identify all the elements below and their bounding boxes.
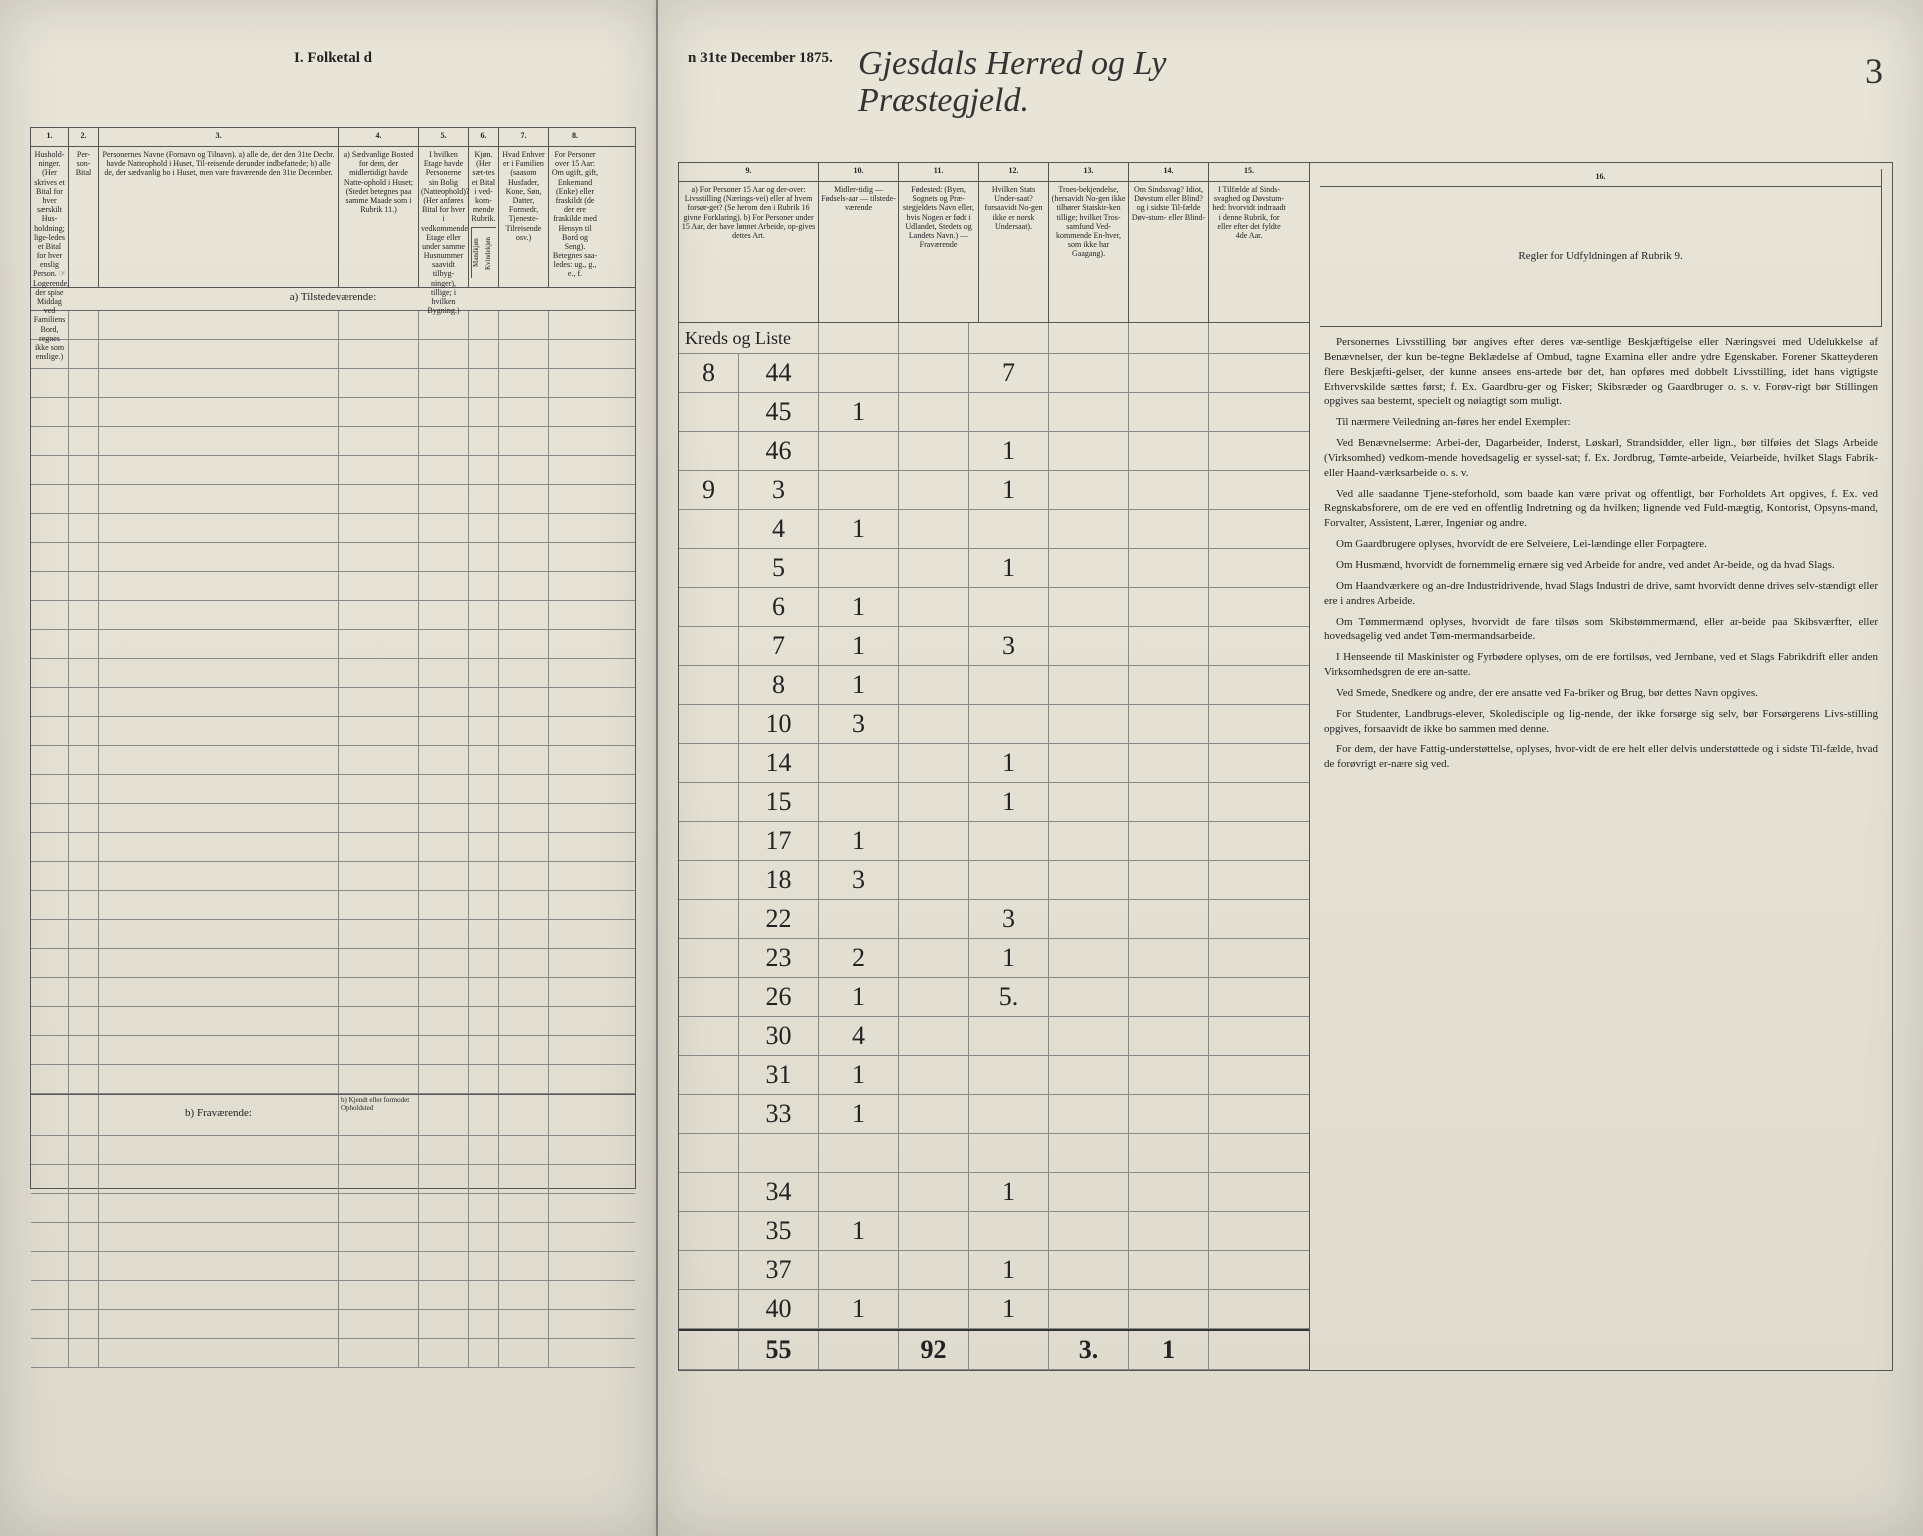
instruction-paragraph: Om Tømmermænd oplyses, hvorvidt de fare … (1324, 615, 1878, 645)
table-row (31, 920, 635, 949)
instruction-paragraph: Om Haandværkere og an-dre Industridriven… (1324, 579, 1878, 609)
table-row: 141 (679, 744, 1309, 783)
left-body: a) Tilstedeværende: b) Fraværende: b) Kj… (31, 288, 635, 1188)
table-row (31, 340, 635, 369)
table-row (31, 398, 635, 427)
table-row: 341 (679, 1173, 1309, 1212)
table-row (31, 862, 635, 891)
table-row (31, 311, 635, 340)
table-row (31, 833, 635, 862)
instruction-paragraph: Om Husmænd, hvorvidt de fornemmelig ernæ… (1324, 558, 1878, 573)
table-row: 304 (679, 1017, 1309, 1056)
table-row (31, 891, 635, 920)
table-row (31, 717, 635, 746)
table-row (31, 688, 635, 717)
table-row: 2615. (679, 978, 1309, 1017)
sum-row: 55923.1 (679, 1329, 1309, 1370)
sub-header-row: Kreds og Liste (679, 323, 1309, 354)
instruction-paragraph: Ved alle saadanne Tjene-steforhold, som … (1324, 487, 1878, 532)
section-b-label: b) Fraværende: (99, 1095, 339, 1135)
table-row: 311 (679, 1056, 1309, 1095)
table-row: 183 (679, 861, 1309, 900)
table-row (31, 804, 635, 833)
instruction-paragraph: For Studenter, Landbrugs-elever, Skoledi… (1324, 707, 1878, 737)
table-row (31, 1310, 635, 1339)
instruction-paragraph: Ved Smede, Snedkere og andre, der ere an… (1324, 686, 1878, 701)
table-row (31, 601, 635, 630)
instruction-paragraph: Om Gaardbrugere oplyses, hvorvidt de ere… (1324, 537, 1878, 552)
table-row (31, 1165, 635, 1194)
table-row (31, 514, 635, 543)
table-row (31, 485, 635, 514)
kreds-liste: Kreds og Liste (679, 323, 819, 353)
data-section: 9.10.11.12.13.14.15. a) For Personer 15 … (679, 163, 1310, 1370)
right-col-nums: 9.10.11.12.13.14.15. (679, 163, 1309, 182)
left-page: I. Folketal d 1.2.3.4.5.6.7.8. Hushold-n… (0, 0, 658, 1536)
left-title: I. Folketal d (30, 50, 636, 67)
table-row: 223 (679, 900, 1309, 939)
table-row: 331 (679, 1095, 1309, 1134)
table-row (31, 1339, 635, 1368)
page-number: 3 (1865, 50, 1883, 92)
table-row: 713 (679, 627, 1309, 666)
instruction-paragraph: Personernes Livsstilling bør angives eft… (1324, 335, 1878, 409)
instruction-paragraph: Til nærmere Veiledning an-føres her ende… (1324, 415, 1878, 430)
left-col-headers: Hushold-ninger. (Her skrives et Bital fo… (31, 147, 635, 288)
table-row (31, 978, 635, 1007)
instruction-paragraph: For dem, der have Fattig-understøttelse,… (1324, 742, 1878, 772)
table-row (31, 572, 635, 601)
table-row (31, 1252, 635, 1281)
table-row: 4011 (679, 1290, 1309, 1329)
table-row (31, 630, 635, 659)
table-row: 103 (679, 705, 1309, 744)
table-row: 81 (679, 666, 1309, 705)
table-row: 151 (679, 783, 1309, 822)
table-row (679, 1134, 1309, 1173)
table-row (31, 1223, 635, 1252)
table-row: 351 (679, 1212, 1309, 1251)
table-row (31, 949, 635, 978)
table-row: 61 (679, 588, 1309, 627)
table-row: 931 (679, 471, 1309, 510)
table-row (31, 1136, 635, 1165)
table-row (31, 746, 635, 775)
table-row (31, 659, 635, 688)
left-col-nums: 1.2.3.4.5.6.7.8. (31, 128, 635, 147)
table-row (31, 369, 635, 398)
book-spread: I. Folketal d 1.2.3.4.5.6.7.8. Hushold-n… (0, 0, 1923, 1536)
table-row (31, 427, 635, 456)
table-row (31, 456, 635, 485)
table-row: 171 (679, 822, 1309, 861)
table-row (31, 543, 635, 572)
table-row (31, 1194, 635, 1223)
right-page: n 31te December 1875. Gjesdals Herred og… (658, 0, 1923, 1536)
table-row: 371 (679, 1251, 1309, 1290)
table-row (31, 1065, 635, 1094)
right-col-headers: a) For Personer 15 Aar og der-over: Livs… (679, 182, 1309, 323)
table-row: 461 (679, 432, 1309, 471)
section-b-col4: b) Kjendt eller formodet Opholdsted (339, 1095, 419, 1135)
table-row: 451 (679, 393, 1309, 432)
table-row (31, 1036, 635, 1065)
instruction-paragraph: Ved Benævnelserme: Arbei-der, Dagarbeide… (1324, 436, 1878, 481)
table-row (31, 1281, 635, 1310)
handwritten-header: Gjesdals Herred og LyPræstegjeld. (858, 45, 1166, 120)
table-row (31, 775, 635, 804)
table-row: 41 (679, 510, 1309, 549)
table-row (31, 1007, 635, 1036)
instruction-paragraph: I Henseende til Maskinister og Fyrbødere… (1324, 650, 1878, 680)
instructions: 16.Regler for Udfyldningen af Rubrik 9.P… (1310, 163, 1892, 1370)
left-grid: 1.2.3.4.5.6.7.8. Hushold-ninger. (Her sk… (30, 127, 636, 1189)
table-row: 2321 (679, 939, 1309, 978)
table-row: 51 (679, 549, 1309, 588)
right-grid: 9.10.11.12.13.14.15. a) For Personer 15 … (678, 162, 1893, 1371)
table-row: 8447 (679, 354, 1309, 393)
section-a-label: a) Tilstedeværende: (31, 288, 635, 311)
